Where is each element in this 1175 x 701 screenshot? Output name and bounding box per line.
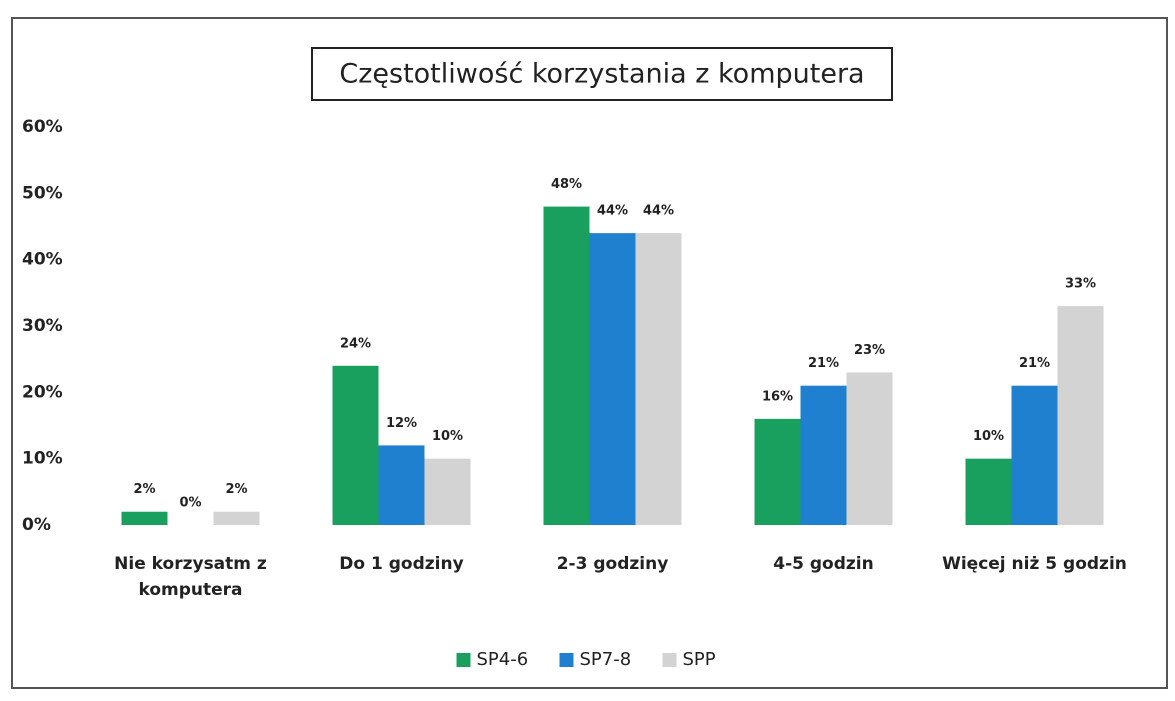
bar — [635, 233, 682, 525]
data-label: 0% — [179, 496, 201, 511]
x-tick-label: 4-5 godzin — [773, 554, 874, 574]
x-tick-label: Do 1 godziny — [339, 554, 464, 574]
bar — [213, 511, 260, 525]
y-tick-label: 20% — [22, 382, 63, 402]
data-label: 2% — [225, 482, 247, 497]
x-tick-label: Nie korzysatm z komputera — [114, 554, 267, 600]
bar — [1011, 385, 1058, 525]
bar — [332, 365, 379, 525]
y-tick-label: 50% — [22, 183, 63, 203]
data-label: 16% — [762, 389, 793, 404]
data-label: 12% — [386, 416, 417, 431]
legend-swatch — [456, 653, 471, 667]
bar — [121, 511, 168, 525]
y-tick-label: 60% — [22, 117, 63, 137]
data-label: 24% — [340, 336, 371, 351]
legend-label: SP7-8 — [580, 649, 632, 670]
legend-label: SPP — [683, 649, 716, 670]
data-label: 33% — [1065, 277, 1096, 292]
y-tick-label: 10% — [22, 449, 63, 469]
data-label: 2% — [133, 482, 155, 497]
data-label: 44% — [597, 204, 628, 219]
bar — [589, 233, 636, 525]
data-label: 44% — [643, 204, 674, 219]
y-tick-label: 30% — [22, 316, 63, 336]
bar — [965, 458, 1012, 525]
bar — [800, 385, 847, 525]
bar — [424, 458, 471, 525]
y-tick-label: 0% — [22, 515, 51, 535]
legend-label: SP4-6 — [477, 649, 529, 670]
data-label: 10% — [432, 429, 463, 444]
bar — [378, 445, 425, 525]
bar — [543, 206, 590, 525]
bar — [754, 418, 801, 525]
y-tick-label: 40% — [22, 250, 63, 270]
legend-swatch — [559, 653, 574, 667]
data-label: 48% — [551, 177, 582, 192]
chart-title: Częstotliwość korzystania z komputera — [339, 59, 864, 90]
title-box — [311, 47, 893, 101]
x-tick-label: 2-3 godziny — [556, 554, 669, 574]
data-label: 10% — [973, 429, 1004, 444]
bar — [1057, 306, 1104, 525]
legend-swatch — [662, 653, 677, 667]
bar — [846, 372, 893, 525]
data-label: 21% — [808, 356, 839, 371]
data-label: 23% — [854, 343, 885, 358]
data-label: 21% — [1019, 356, 1050, 371]
x-tick-label: Więcej niż 5 godzin — [942, 554, 1127, 574]
